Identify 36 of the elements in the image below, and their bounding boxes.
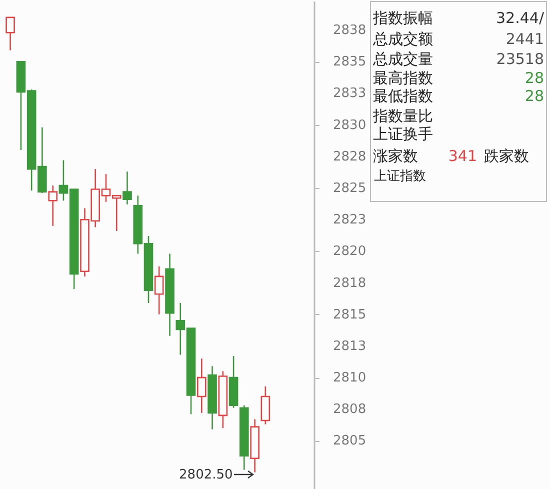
text: 跌家数: [484, 147, 529, 165]
text: 上证指数: [374, 169, 426, 184]
text: 总成交量: [372, 50, 433, 68]
text: 指数量比: [372, 107, 433, 125]
y-tick-label: 2828: [333, 149, 366, 164]
candlestick: [196, 358, 206, 414]
y-tick-label: 2818: [333, 276, 366, 291]
candlestick: [48, 184, 58, 227]
y-tick-label: 2810: [333, 370, 366, 386]
y-tick-label: 2825: [333, 181, 366, 196]
text: 28: [524, 87, 544, 105]
y-tick-label: 2815: [333, 307, 366, 322]
annotation: 2802.50: [179, 467, 233, 482]
text: 上证换手: [373, 125, 433, 143]
y-tick-label: 2830: [333, 118, 366, 133]
text: 23518: [496, 50, 544, 68]
text: 2441: [506, 30, 544, 48]
candlestick: [122, 170, 132, 206]
y-tick-label: 2805: [333, 434, 366, 449]
y-tick-label: 2808: [333, 402, 366, 418]
text: 最低指数: [373, 87, 433, 105]
y-tick-label: 2838: [333, 23, 366, 38]
text: 指数振幅: [372, 9, 433, 27]
text: 32.44/: [496, 9, 545, 27]
text: 341: [448, 147, 477, 165]
text: 总成交额: [372, 30, 433, 48]
text: 最高指数: [373, 69, 433, 87]
y-tick-label: 2820: [333, 244, 366, 260]
text: 28: [524, 69, 544, 87]
y-tick-label: 2823: [333, 212, 366, 228]
y-tick-label: 2833: [333, 86, 366, 102]
y-tick-label: 2835: [333, 54, 366, 70]
candlestick: [6, 16, 15, 51]
text: 涨家数: [373, 147, 418, 165]
y-tick-label: 2813: [333, 338, 366, 354]
candlestick: [154, 266, 164, 316]
